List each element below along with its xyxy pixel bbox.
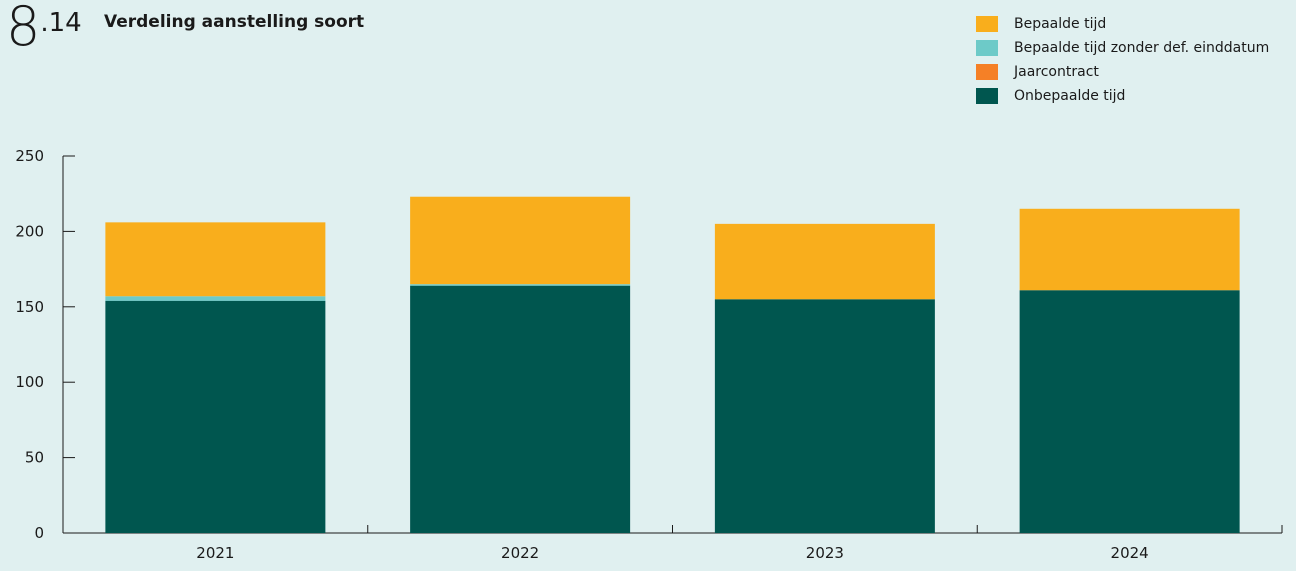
legend-swatch bbox=[976, 64, 998, 80]
figure-number: 8.14 bbox=[6, 0, 82, 54]
legend-label: Jaarcontract bbox=[1014, 64, 1099, 80]
y-tick-label: 150 bbox=[15, 298, 44, 316]
y-tick-label: 100 bbox=[15, 373, 44, 391]
legend-label: Onbepaalde tijd bbox=[1014, 88, 1126, 104]
legend-swatch bbox=[976, 40, 998, 56]
legend-swatch bbox=[976, 88, 998, 104]
bar-segment-bepaalde-tijd-2021 bbox=[105, 222, 326, 297]
y-tick-label: 200 bbox=[15, 222, 44, 240]
legend: Bepaalde tijd Bepaalde tijd zonder def. e… bbox=[976, 12, 1294, 108]
x-tick-label: 2024 bbox=[1111, 544, 1149, 562]
y-tick-label: 50 bbox=[25, 449, 44, 467]
figure-number-minor: .14 bbox=[40, 8, 82, 38]
bar-segment-bepaalde-tijd-2024 bbox=[1019, 208, 1240, 291]
bar-segment-onbepaalde-tijd-2024 bbox=[1019, 290, 1240, 533]
bar-segment-bepaalde-tijd-zonder-def-einddatum-2021 bbox=[105, 296, 326, 301]
bar-segment-bepaalde-tijd-zonder-def-einddatum-2022 bbox=[410, 284, 631, 286]
bar-segment-onbepaalde-tijd-2021 bbox=[105, 300, 326, 533]
bar-segment-onbepaalde-tijd-2022 bbox=[410, 285, 631, 533]
y-tick-label: 250 bbox=[15, 147, 44, 165]
legend-item: Jaarcontract bbox=[976, 60, 1294, 84]
legend-label: Bepaalde tijd zonder def. einddatum bbox=[1014, 40, 1270, 56]
x-tick-label: 2022 bbox=[501, 544, 539, 562]
bar-segment-onbepaalde-tijd-2023 bbox=[714, 299, 935, 533]
x-tick-label: 2023 bbox=[806, 544, 844, 562]
legend-item: Bepaalde tijd zonder def. einddatum bbox=[976, 36, 1294, 60]
y-tick-label: 0 bbox=[34, 524, 44, 542]
legend-label: Bepaalde tijd bbox=[1014, 16, 1107, 32]
x-tick-label: 2021 bbox=[196, 544, 234, 562]
figure-number-major: 8 bbox=[6, 0, 41, 58]
legend-item: Onbepaalde tijd bbox=[976, 84, 1294, 108]
chart-title: Verdeling aanstelling soort bbox=[104, 12, 365, 32]
bar-segment-bepaalde-tijd-2022 bbox=[410, 196, 631, 285]
bar-segment-bepaalde-tijd-2023 bbox=[714, 223, 935, 300]
legend-item: Bepaalde tijd bbox=[976, 12, 1294, 36]
legend-swatch bbox=[976, 16, 998, 32]
